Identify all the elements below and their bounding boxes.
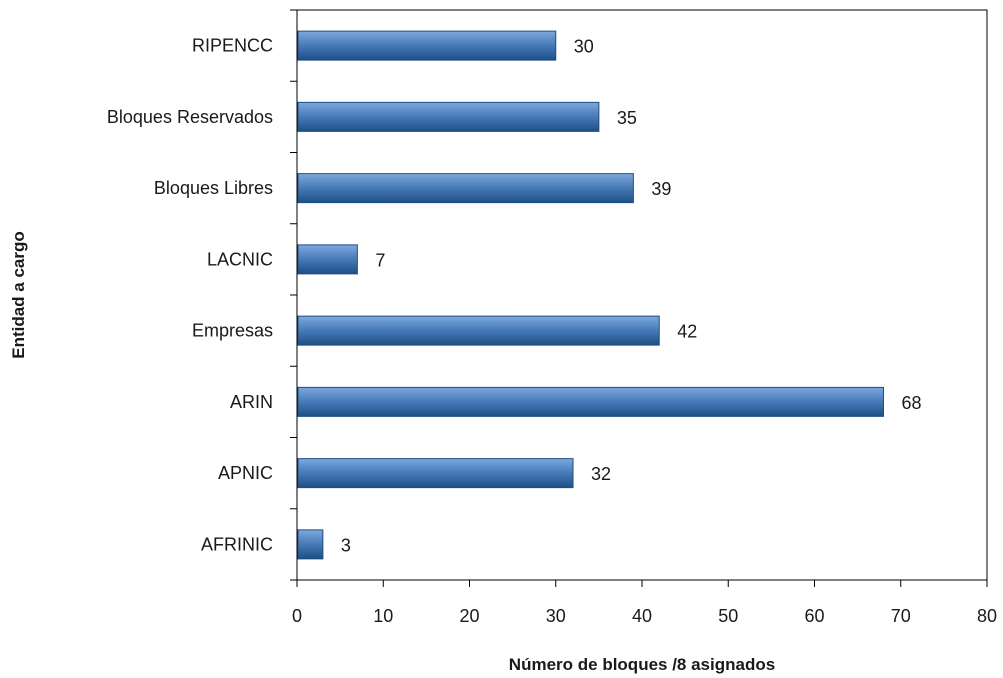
- plot-area: [296, 9, 988, 581]
- y-axis-title: Entidad a cargo: [9, 231, 28, 359]
- data-label: 30: [574, 37, 594, 57]
- data-label: 42: [677, 322, 697, 342]
- x-tick-label: 20: [459, 606, 479, 626]
- data-label: 7: [375, 250, 385, 270]
- x-tick-label: 0: [292, 606, 302, 626]
- category-label: Empresas: [192, 321, 273, 341]
- data-label: 3: [341, 535, 351, 555]
- data-label: 35: [617, 108, 637, 128]
- x-tick-label: 40: [632, 606, 652, 626]
- bar: [297, 458, 574, 489]
- y-axis-ticks: [290, 9, 297, 581]
- bar: [297, 30, 557, 61]
- x-tick-label: 60: [804, 606, 824, 626]
- category-label: APNIC: [218, 463, 273, 483]
- category-label: Bloques Libres: [154, 178, 273, 198]
- bars-group: [297, 30, 884, 560]
- data-label: 32: [591, 464, 611, 484]
- bar: [297, 315, 660, 346]
- x-tick-label: 80: [977, 606, 997, 626]
- bar: [297, 529, 324, 560]
- category-label: RIPENCC: [192, 36, 273, 56]
- bar: [297, 244, 358, 275]
- x-tick-label: 30: [546, 606, 566, 626]
- category-label: AFRINIC: [201, 534, 273, 554]
- data-label: 39: [651, 179, 671, 199]
- category-label: ARIN: [230, 392, 273, 412]
- x-axis-title: Número de bloques /8 asignados: [509, 655, 775, 674]
- data-labels: 30 35 39 7 42 68 32 3: [341, 37, 922, 556]
- bar: [297, 101, 600, 132]
- x-tick-label: 70: [891, 606, 911, 626]
- bar: [297, 386, 884, 417]
- x-tick-label: 50: [718, 606, 738, 626]
- category-label: Bloques Reservados: [107, 107, 273, 127]
- x-axis-ticks: 0 10 20 30 40 50 60 70 80: [292, 580, 997, 626]
- category-label: LACNIC: [207, 249, 273, 269]
- data-label: 68: [902, 393, 922, 413]
- bar: [297, 173, 634, 204]
- category-labels: RIPENCC Bloques Reservados Bloques Libres L…: [107, 36, 273, 555]
- x-tick-label: 10: [373, 606, 393, 626]
